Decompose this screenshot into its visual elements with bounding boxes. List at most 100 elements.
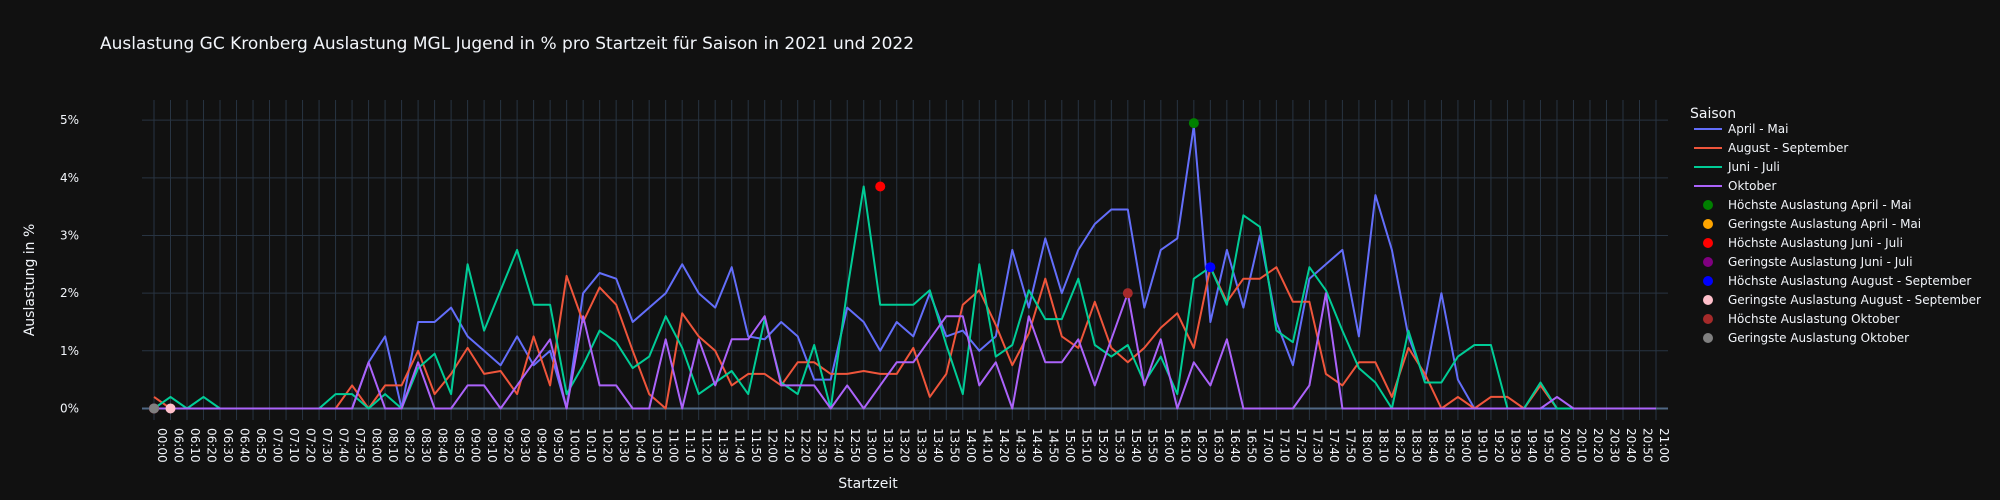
legend-label: Höchste Auslastung Juni - Juli	[1728, 236, 1903, 250]
x-tick-label: 20:30	[1607, 428, 1621, 463]
x-tick-label: 16:40	[1228, 428, 1242, 463]
x-tick-label: 19:20	[1492, 428, 1506, 463]
marker-h-chste-auslastung-april-mai[interactable]	[1188, 118, 1199, 129]
legend-item[interactable]: Geringste Auslastung Oktober	[1703, 331, 1909, 345]
x-tick-label: 16:50	[1244, 428, 1258, 463]
legend-item[interactable]: Höchste Auslastung August - September	[1703, 274, 1971, 288]
x-tick-label: 17:50	[1343, 428, 1357, 463]
marker-geringste-auslastung-oktober[interactable]	[149, 403, 159, 414]
x-tick-label: 08:40	[436, 428, 450, 463]
x-tick-label: 06:00	[172, 428, 186, 463]
x-tick-label: 11:50	[749, 428, 763, 463]
legend-item[interactable]: Oktober	[1694, 179, 1776, 193]
x-tick-label: 13:50	[947, 428, 961, 463]
x-tick-label: 00:00	[155, 428, 169, 463]
legend-item[interactable]: Juni - Juli	[1694, 160, 1780, 174]
legend-item[interactable]: Höchste Auslastung Oktober	[1703, 312, 1900, 326]
x-tick-label: 19:30	[1508, 428, 1522, 463]
y-tick-label: 0%	[60, 401, 79, 415]
series-layer	[153, 124, 1656, 410]
x-tick-label: 18:00	[1360, 428, 1374, 463]
x-tick-label: 20:40	[1624, 428, 1638, 463]
legend-item[interactable]: Höchste Auslastung Juni - Juli	[1703, 236, 1903, 250]
legend[interactable]: Saison April - Mai August - September Juni…	[1690, 106, 1981, 345]
x-tick-label: 11:30	[716, 428, 730, 463]
series-line-august-september[interactable]	[153, 266, 1656, 410]
x-tick-label: 14:40	[1030, 428, 1044, 463]
x-tick-label: 06:40	[238, 428, 252, 463]
x-tick-label: 19:50	[1541, 428, 1555, 463]
legend-items[interactable]: April - Mai August - September Juni - Juli…	[1694, 122, 1981, 345]
chart-title: Auslastung GC Kronberg Auslastung MGL Ju…	[100, 34, 914, 54]
x-tick-label: 06:20	[205, 428, 219, 463]
x-tick-label: 17:20	[1294, 428, 1308, 463]
y-axis-title: Auslastung in %	[22, 224, 38, 337]
x-tick-label: 18:20	[1393, 428, 1407, 463]
x-tick-label: 18:30	[1409, 428, 1423, 463]
x-tick-label: 11:20	[700, 428, 714, 463]
legend-label: Geringste Auslastung April - Mai	[1728, 217, 1921, 231]
x-tick-label: 15:20	[1096, 428, 1110, 463]
legend-item[interactable]: Geringste Auslastung August - September	[1703, 293, 1981, 307]
legend-item[interactable]: Geringste Auslastung Juni - Juli	[1703, 255, 1913, 269]
legend-swatch	[1703, 200, 1713, 210]
x-tick-label: 18:40	[1426, 428, 1440, 463]
marker-h-chste-auslastung-juni-juli[interactable]	[875, 181, 886, 192]
x-tick-label: 15:10	[1079, 428, 1093, 463]
legend-item[interactable]: August - September	[1694, 141, 1848, 155]
x-tick-label: 13:00	[865, 428, 879, 463]
x-tick-label: 16:10	[1178, 428, 1192, 463]
y-tick-label: 3%	[60, 228, 79, 242]
legend-label: Oktober	[1728, 179, 1776, 193]
x-tick-label: 13:40	[931, 428, 945, 463]
x-tick-label: 10:20	[601, 428, 615, 463]
legend-label: Höchste Auslastung April - Mai	[1728, 198, 1912, 212]
legend-swatch	[1703, 333, 1713, 343]
legend-item[interactable]: Geringste Auslastung April - Mai	[1703, 217, 1921, 231]
marker-h-chste-auslastung-august-september[interactable]	[1205, 262, 1216, 273]
x-ticks: 00:00 06:00 06:10 06:20 06:30 06:40 06:50 07:00…	[155, 428, 1671, 463]
legend-swatch	[1703, 295, 1713, 305]
legend-label: Höchste Auslastung August - September	[1728, 274, 1971, 288]
x-tick-label: 14:10	[980, 428, 994, 463]
x-tick-label: 21:00	[1657, 428, 1671, 463]
x-tick-label: 10:00	[568, 428, 582, 463]
x-tick-label: 07:50	[353, 428, 367, 463]
legend-label: Geringste Auslastung Juni - Juli	[1728, 255, 1913, 269]
x-tick-label: 09:00	[469, 428, 483, 463]
x-tick-label: 16:30	[1211, 428, 1225, 463]
x-tick-label: 09:20	[502, 428, 516, 463]
x-tick-label: 07:30	[320, 428, 334, 463]
x-tick-label: 08:00	[370, 428, 384, 463]
y-tick-label: 1%	[60, 344, 79, 358]
x-tick-label: 17:40	[1327, 428, 1341, 463]
x-tick-label: 11:40	[733, 428, 747, 463]
x-tick-label: 10:40	[634, 428, 648, 463]
x-tick-label: 20:50	[1640, 428, 1654, 463]
legend-item[interactable]: Höchste Auslastung April - Mai	[1703, 198, 1912, 212]
x-tick-label: 12:30	[815, 428, 829, 463]
x-tick-label: 14:30	[1013, 428, 1027, 463]
series-line-oktober[interactable]	[154, 292, 1656, 410]
legend-title: Saison	[1690, 106, 1736, 122]
x-tick-label: 15:30	[1112, 428, 1126, 463]
x-tick-label: 19:00	[1459, 428, 1473, 463]
x-tick-label: 15:00	[1063, 428, 1077, 463]
legend-label: Geringste Auslastung Oktober	[1728, 331, 1909, 345]
legend-label: April - Mai	[1728, 122, 1788, 136]
x-tick-label: 06:10	[188, 428, 202, 463]
series-line-april-mai[interactable]	[154, 124, 1656, 410]
marker-h-chste-auslastung-oktober[interactable]	[1122, 288, 1133, 299]
legend-item[interactable]: April - Mai	[1694, 122, 1788, 136]
x-tick-label: 09:50	[551, 428, 565, 463]
x-tick-label: 13:10	[881, 428, 895, 463]
y-tick-label: 2%	[60, 286, 79, 300]
marker-geringste-auslastung-august-september[interactable]	[165, 403, 176, 414]
x-tick-label: 14:20	[997, 428, 1011, 463]
legend-swatch	[1703, 257, 1713, 267]
x-tick-label: 10:50	[650, 428, 664, 463]
x-tick-label: 07:20	[304, 428, 318, 463]
x-tick-label: 06:50	[254, 428, 268, 463]
x-tick-label: 14:50	[1046, 428, 1060, 463]
